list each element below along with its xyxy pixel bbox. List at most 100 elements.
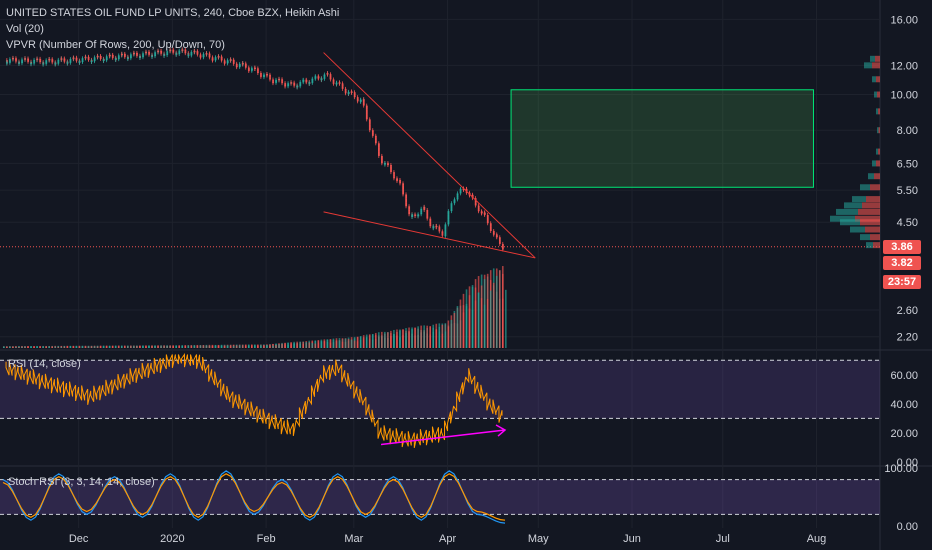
candle xyxy=(223,62,226,64)
candle xyxy=(214,57,217,59)
stoch-pane xyxy=(0,470,880,524)
volume-bar xyxy=(296,341,298,348)
candle xyxy=(462,188,465,190)
volume-bar xyxy=(208,344,211,348)
vpvr-down-bar xyxy=(870,184,880,191)
candle xyxy=(329,77,332,80)
volume-bar xyxy=(387,332,389,348)
volume-bar xyxy=(96,346,99,348)
candle xyxy=(72,57,75,59)
candle xyxy=(378,151,380,156)
volume-bar xyxy=(247,344,250,348)
volume-bar xyxy=(36,345,38,348)
candle xyxy=(241,63,244,65)
volume-bar xyxy=(344,338,347,348)
divergence-arrow xyxy=(380,429,506,446)
candle xyxy=(187,54,190,57)
volume-bar xyxy=(3,346,5,348)
volume-bar xyxy=(293,341,295,348)
candle xyxy=(495,236,498,238)
candle xyxy=(371,134,374,136)
candle xyxy=(217,56,220,58)
x-tick-label: May xyxy=(528,533,549,545)
candle xyxy=(353,95,356,98)
volume-bar xyxy=(151,345,153,348)
volume-bar xyxy=(371,333,374,348)
candle xyxy=(432,226,435,228)
candle xyxy=(417,214,420,216)
countdown-badge: 23:57 xyxy=(883,275,921,289)
volume-bar xyxy=(75,345,78,348)
volume-bar xyxy=(284,343,286,348)
candle xyxy=(6,62,8,64)
volume-bar xyxy=(69,346,72,348)
candle xyxy=(447,219,450,225)
volume-bar xyxy=(505,289,507,348)
volume-bar xyxy=(462,293,465,348)
candle xyxy=(456,193,459,196)
candle xyxy=(459,188,462,191)
candle xyxy=(302,79,305,82)
volume-bar xyxy=(260,344,262,348)
candle xyxy=(181,49,184,51)
vpvr-down-bar xyxy=(875,55,880,62)
volume-bar xyxy=(250,344,253,348)
volume-bar xyxy=(45,346,47,348)
candle xyxy=(399,181,401,184)
candle xyxy=(148,53,150,55)
volume-bar xyxy=(193,345,196,348)
volume-bar xyxy=(257,344,259,348)
volume-bar xyxy=(181,345,184,348)
candle xyxy=(356,100,359,102)
volume-bar xyxy=(420,325,422,348)
vpvr-up-bar xyxy=(860,184,870,191)
volume-bar xyxy=(117,345,120,348)
volume-bar xyxy=(108,346,111,348)
candle xyxy=(93,57,96,59)
volume-bar xyxy=(127,345,129,348)
volume-bar xyxy=(114,345,117,348)
volume-bar xyxy=(326,339,329,348)
volume-pane xyxy=(3,266,507,348)
volume-bar xyxy=(492,282,495,348)
rsi-band xyxy=(0,360,880,419)
volume-bar xyxy=(498,270,501,348)
candle xyxy=(260,75,262,77)
candle xyxy=(9,59,11,61)
candle xyxy=(489,228,492,232)
x-tick-label: Jul xyxy=(716,533,730,545)
candle xyxy=(127,57,129,60)
volume-bar xyxy=(84,345,87,348)
volume-bar xyxy=(411,329,413,348)
candle xyxy=(60,58,63,60)
candle xyxy=(362,102,365,106)
volume-bar xyxy=(214,344,217,348)
volume-bar xyxy=(184,346,187,348)
volume-bar xyxy=(290,342,292,348)
vpvr-up-bar xyxy=(874,91,877,98)
price-pane xyxy=(0,47,880,259)
candle xyxy=(272,81,274,84)
candle xyxy=(263,74,265,76)
volume-bar xyxy=(205,344,208,348)
rsi-tick-label: 20.00 xyxy=(890,428,918,440)
candle xyxy=(483,213,486,215)
volume-bar xyxy=(160,345,162,348)
candle xyxy=(423,208,426,210)
volume-bar xyxy=(244,344,247,348)
vpvr-down-bar xyxy=(874,173,880,180)
volume-bar xyxy=(456,306,459,348)
price-tick-label: 5.50 xyxy=(897,185,918,197)
candle xyxy=(381,155,383,161)
candle xyxy=(293,84,296,86)
volume-bar xyxy=(111,345,114,348)
volume-bar xyxy=(30,346,32,348)
lower-trendline xyxy=(323,211,536,259)
candle xyxy=(130,54,132,56)
x-tick-label: Aug xyxy=(807,533,827,545)
candle xyxy=(166,51,169,53)
volume-bar xyxy=(347,339,350,348)
volume-bar xyxy=(21,346,23,348)
candle xyxy=(244,66,247,68)
